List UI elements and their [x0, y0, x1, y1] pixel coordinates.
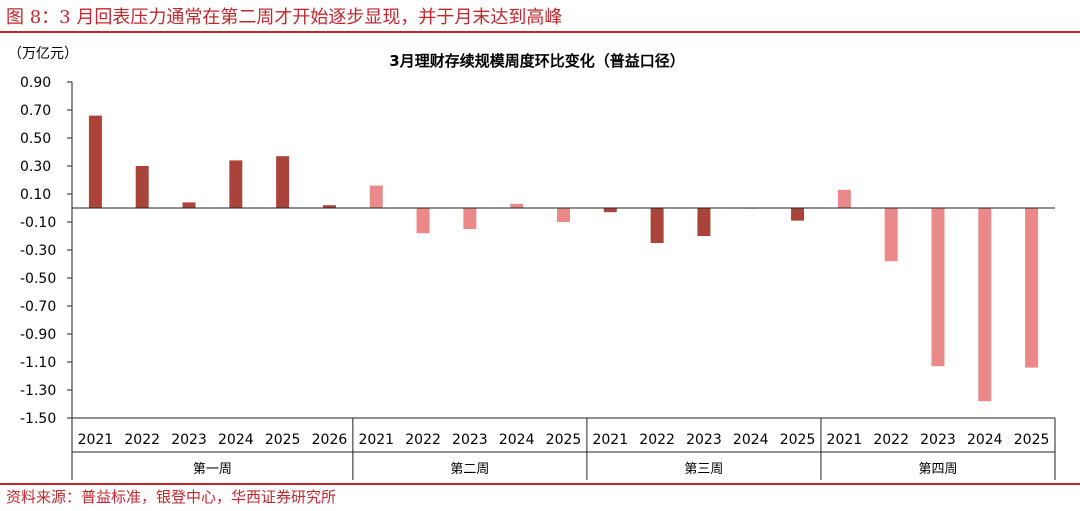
x-tick-label: 2024	[499, 432, 535, 448]
x-group-label: 第四周	[918, 462, 957, 477]
y-tick-label: 0.10	[20, 187, 51, 203]
y-tick-label: -0.90	[20, 327, 56, 343]
x-tick-label: 2023	[920, 432, 956, 448]
x-tick-label: 2021	[358, 432, 394, 448]
source-note: 资料来源：普益标准，银登中心，华西证券研究所	[6, 488, 337, 506]
bar	[135, 166, 149, 208]
y-tick-label: -1.30	[20, 383, 56, 399]
bar	[276, 156, 290, 208]
bar	[229, 160, 243, 208]
x-tick-label: 2022	[124, 432, 160, 448]
x-tick-label: 2025	[546, 432, 582, 448]
bar	[463, 208, 477, 229]
x-tick-label: 2022	[639, 432, 675, 448]
bar	[603, 208, 617, 213]
bars-layer	[88, 115, 1039, 402]
bar	[978, 208, 992, 402]
bar	[322, 205, 336, 208]
x-tick-label: 2025	[265, 432, 301, 448]
bar	[837, 189, 851, 208]
x-tick-label: 2023	[686, 432, 722, 448]
x-tick-label: 2024	[218, 432, 254, 448]
bar	[510, 203, 524, 208]
x-tick-label: 2023	[171, 432, 207, 448]
y-axis-unit-label: （万亿元）	[8, 46, 78, 62]
bottom-divider	[0, 483, 1080, 485]
y-tick-label: -1.50	[20, 411, 56, 427]
bar	[369, 185, 383, 208]
y-tick-label: 0.50	[20, 131, 51, 147]
chart-title: 3月理财存续规模周度环比变化（普益口径）	[389, 52, 684, 70]
y-axis: 0.90 0.70 0.50 0.30 0.10 -0.10 -0.30 -0.50 -0.70…	[20, 75, 73, 427]
y-tick-label: -0.70	[20, 299, 56, 315]
x-tick-label: 2021	[78, 432, 114, 448]
x-tick-label: 2024	[733, 432, 769, 448]
x-tick-label: 2021	[827, 432, 863, 448]
y-tick-label: -1.10	[20, 355, 56, 371]
top-divider	[0, 31, 1080, 33]
bar	[697, 208, 711, 236]
x-group-label: 第一周	[193, 462, 232, 477]
x-tick-label: 2021	[592, 432, 628, 448]
bar	[416, 208, 430, 234]
bar	[1025, 208, 1039, 368]
y-tick-label: -0.10	[20, 215, 56, 231]
x-tick-label: 2022	[405, 432, 441, 448]
y-tick-label: 0.70	[20, 103, 51, 119]
y-tick-label: -0.50	[20, 271, 56, 287]
figure-title: 图 8：3 月回表压力通常在第二周才开始逐步显现，并于月末达到高峰	[6, 7, 563, 28]
x-tick-label: 2022	[873, 432, 909, 448]
x-tick-label: 2023	[452, 432, 488, 448]
bar	[931, 208, 945, 367]
x-axis: 2021 2022 2023 2024 2025 2026 第一周 2021 2022 2023 2…	[71, 207, 1056, 480]
bar	[791, 208, 805, 221]
x-group-label: 第三周	[684, 462, 723, 477]
x-tick-label: 2025	[1014, 432, 1050, 448]
bar	[884, 208, 898, 262]
x-tick-label: 2024	[967, 432, 1003, 448]
y-tick-label: 0.30	[20, 159, 51, 175]
bar	[182, 202, 196, 208]
bar	[650, 208, 664, 243]
x-group-label: 第二周	[450, 462, 489, 477]
x-tick-label: 2026	[312, 432, 348, 448]
x-tick-label: 2025	[780, 432, 816, 448]
y-tick-label: -0.30	[20, 243, 56, 259]
bar	[88, 115, 102, 208]
y-tick-label: 0.90	[20, 75, 51, 91]
bar	[557, 208, 570, 222]
